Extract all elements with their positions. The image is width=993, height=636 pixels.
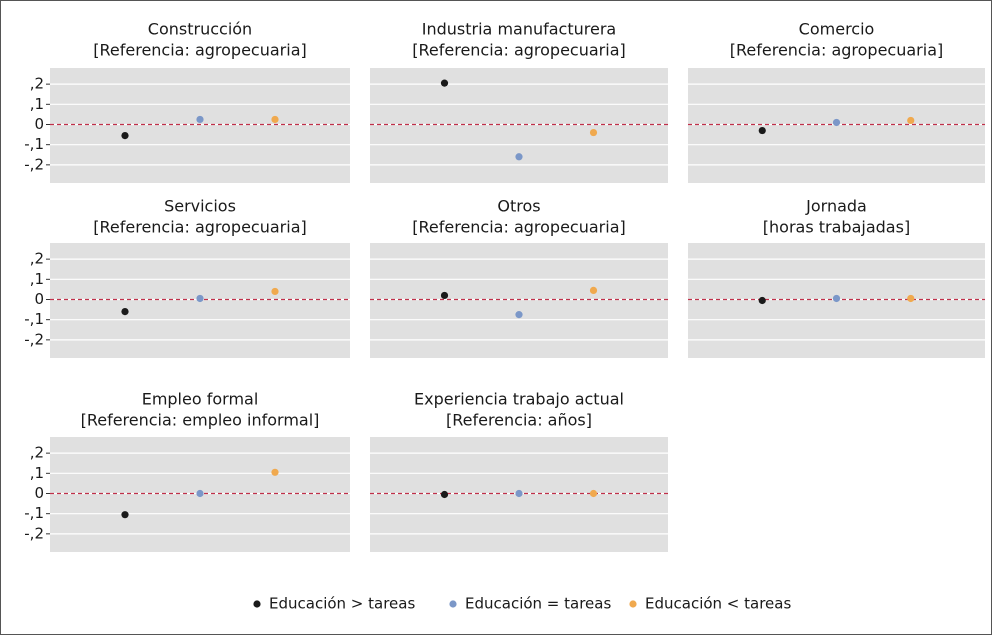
panel-title: Servicios — [164, 197, 236, 216]
legend-label: Educación = tareas — [465, 595, 611, 613]
panel — [370, 243, 668, 358]
panel-title: Experiencia trabajo actual — [414, 390, 624, 409]
y-tick-label: -,1 — [24, 504, 44, 522]
dot — [440, 490, 449, 499]
panel-title: Comercio — [799, 20, 875, 39]
legend-label: Educación > tareas — [269, 595, 415, 613]
dot — [271, 115, 279, 124]
panel-title: Otros — [497, 197, 540, 216]
panel — [370, 68, 668, 183]
dot — [440, 291, 449, 300]
dot — [907, 294, 915, 303]
legend-marker — [629, 600, 637, 608]
panel-subtitle: [Referencia: agropecuaria] — [93, 41, 306, 60]
dot — [589, 286, 598, 295]
panel — [50, 68, 350, 183]
y-tick-label: 0 — [34, 290, 44, 308]
panel-subtitle: [Referencia: agropecuaria] — [93, 218, 306, 237]
legend-marker — [253, 600, 261, 608]
y-tick-label: ,1 — [30, 464, 44, 482]
panel-title: Construcción — [148, 20, 252, 39]
y-tick-label: -,2 — [24, 524, 44, 542]
y-tick-label: ,2 — [30, 75, 44, 93]
panel-subtitle: [horas trabajadas] — [763, 218, 910, 237]
panel-title: Empleo formal — [142, 390, 259, 409]
y-tick-label: -,2 — [24, 155, 44, 173]
legend-marker — [449, 600, 457, 608]
dot — [196, 115, 204, 124]
dot — [515, 311, 523, 319]
dot — [121, 307, 129, 316]
dot — [196, 489, 204, 498]
dot — [515, 489, 523, 498]
dot — [121, 131, 129, 140]
panel-title: Jornada — [805, 197, 867, 216]
y-tick-label: ,1 — [30, 270, 44, 288]
dot — [515, 153, 523, 161]
dot — [271, 287, 279, 296]
dot — [589, 128, 598, 137]
y-tick-label: -,1 — [24, 310, 44, 328]
dot — [589, 489, 598, 498]
dot — [440, 79, 449, 87]
panel-title: Industria manufacturera — [422, 20, 616, 39]
dot — [832, 294, 841, 303]
y-tick-label: -,2 — [24, 330, 44, 348]
panel-subtitle: [Referencia: agropecuaria] — [412, 218, 625, 237]
dot — [907, 116, 915, 125]
y-tick-label: ,2 — [30, 444, 44, 462]
panel-subtitle: [Referencia: años] — [446, 411, 592, 430]
y-tick-label: ,1 — [30, 95, 44, 113]
y-tick-label: -,1 — [24, 135, 44, 153]
panel-subtitle: [Referencia: agropecuaria] — [730, 41, 943, 60]
panel-subtitle: [Referencia: empleo informal] — [81, 411, 320, 430]
dot — [196, 294, 204, 303]
y-tick-label: 0 — [34, 484, 44, 502]
legend-label: Educación < tareas — [645, 595, 791, 613]
panel-subtitle: [Referencia: agropecuaria] — [412, 41, 625, 60]
dot — [758, 126, 766, 135]
dot — [758, 296, 766, 305]
dot — [271, 468, 279, 476]
y-tick-label: 0 — [34, 115, 44, 133]
dot — [121, 511, 129, 519]
dot — [832, 118, 841, 127]
y-tick-label: ,2 — [30, 250, 44, 268]
